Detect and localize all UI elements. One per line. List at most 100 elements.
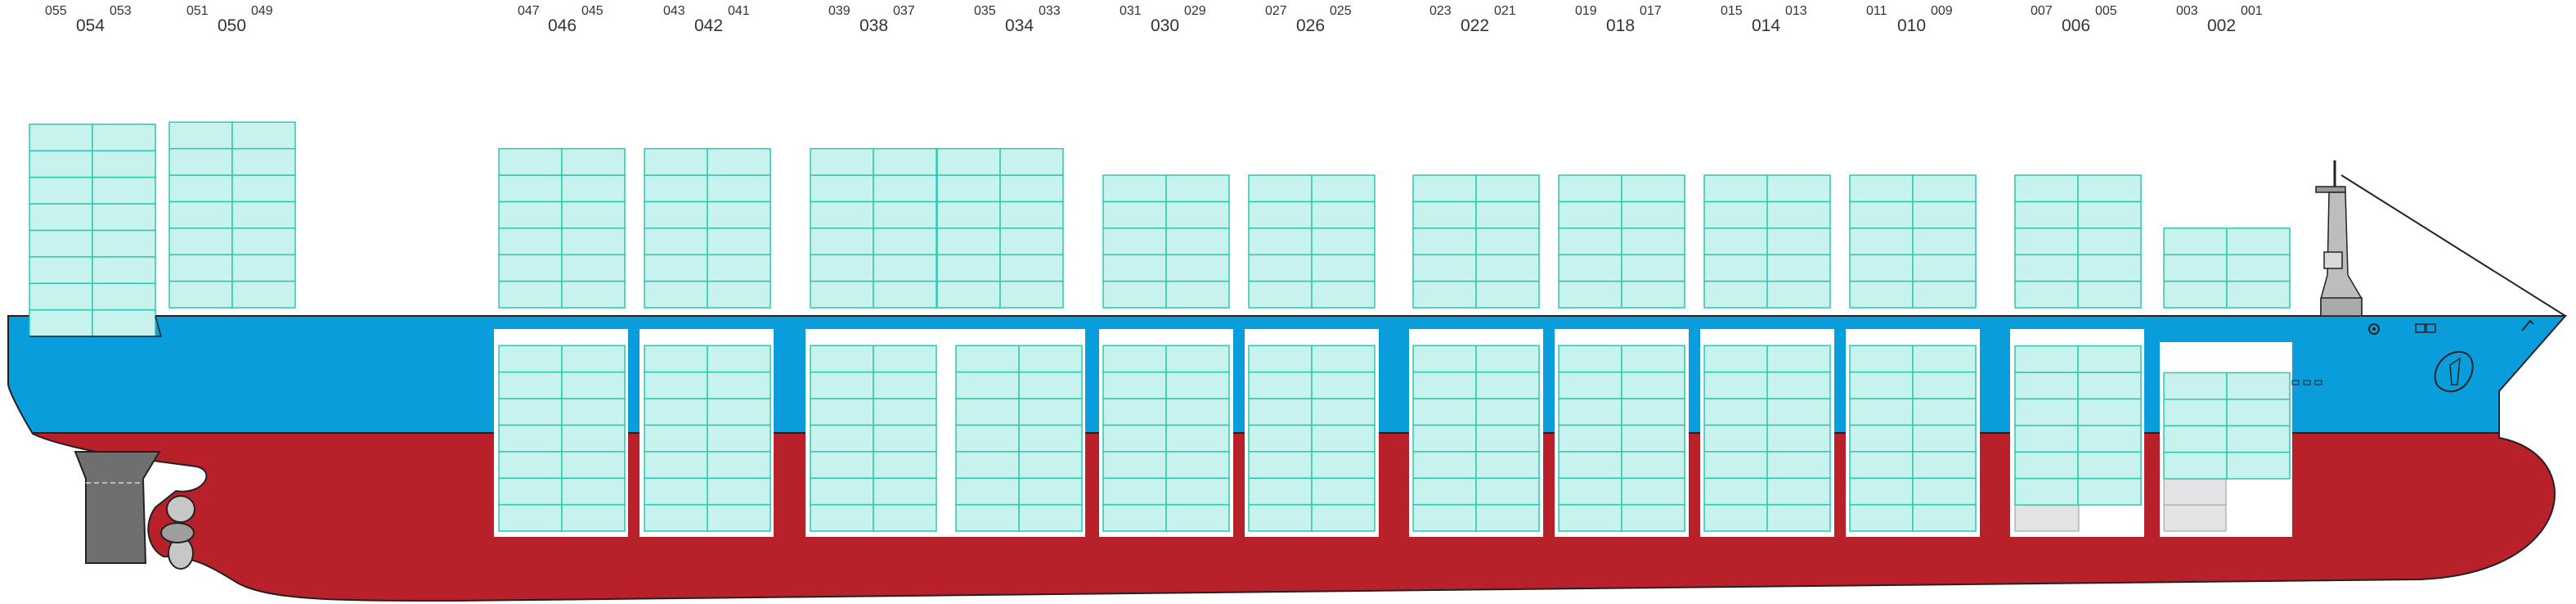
bay-051-label: 051 bbox=[186, 4, 209, 18]
container-deck-054-tier-8-fore bbox=[92, 124, 156, 151]
container-hold-026-tier-5-aft bbox=[1248, 398, 1313, 426]
container-deck-042-tier-6-fore bbox=[707, 147, 771, 176]
container-deck-034-tier-2-aft bbox=[936, 254, 1001, 282]
container-hold-038-tier-6-aft bbox=[810, 371, 874, 399]
container-hold-006-tier-3-fore bbox=[2077, 425, 2142, 453]
container-deck-054-tier-3-aft bbox=[29, 256, 93, 284]
container-deck-034-tier-1-aft bbox=[936, 280, 1001, 309]
bay-013-label: 013 bbox=[1785, 4, 1807, 18]
container-deck-010-tier-1-aft bbox=[1849, 280, 1914, 309]
rudder bbox=[74, 451, 161, 564]
container-hold-006-tier-5-aft bbox=[2014, 372, 2079, 400]
container-deck-054-tier-8-aft bbox=[29, 124, 93, 151]
container-deck-018-tier-3-aft bbox=[1558, 228, 1622, 255]
forestay-line bbox=[2340, 174, 2566, 317]
container-hold-030-tier-3-aft bbox=[1102, 451, 1167, 479]
mast-crossbar bbox=[2315, 186, 2346, 193]
container-deck-002-tier-1-aft bbox=[2163, 280, 2228, 309]
container-hold-034-tier-2-aft bbox=[955, 477, 1020, 506]
container-hold-034-tier-1-fore bbox=[1018, 503, 1083, 532]
container-hold-018-tier-6-fore bbox=[1621, 371, 1685, 399]
container-hold-022-tier-4-fore bbox=[1475, 424, 1540, 453]
container-hold-002-tier-1-aft bbox=[2163, 451, 2228, 480]
container-deck-042-tier-6-aft bbox=[644, 147, 708, 176]
container-deck-018-tier-5-aft bbox=[1558, 174, 1622, 203]
container-hold-014-tier-1-aft bbox=[1703, 503, 1768, 532]
propeller-blade-top bbox=[166, 495, 195, 523]
container-deck-054-tier-1-fore bbox=[92, 309, 156, 337]
container-hold-034-tier-6-fore bbox=[1018, 371, 1083, 399]
container-hold-046-tier-6-aft bbox=[498, 371, 563, 399]
container-hold-018-tier-2-fore bbox=[1621, 477, 1685, 506]
container-deck-014-tier-2-fore bbox=[1766, 254, 1831, 282]
container-deck-042-tier-5-aft bbox=[644, 174, 708, 203]
container-deck-026-tier-2-fore bbox=[1311, 254, 1376, 282]
container-deck-034-tier-6-aft bbox=[936, 147, 1001, 176]
container-deck-054-tier-5-aft bbox=[29, 203, 93, 232]
container-hold-038-tier-4-aft bbox=[810, 424, 874, 453]
container-hold-018-tier-3-fore bbox=[1621, 451, 1685, 479]
container-deck-022-tier-2-fore bbox=[1475, 254, 1540, 282]
container-deck-022-tier-5-fore bbox=[1475, 174, 1540, 203]
container-hold-046-tier-4-aft bbox=[498, 424, 563, 453]
container-deck-022-tier-5-aft bbox=[1412, 174, 1477, 203]
container-hold-010-tier-7-aft bbox=[1849, 345, 1914, 373]
container-hold-034-tier-5-aft bbox=[955, 398, 1020, 426]
container-deck-046-tier-4-fore bbox=[561, 201, 626, 229]
container-deck-006-tier-1-fore bbox=[2077, 280, 2142, 309]
container-deck-018-tier-5-fore bbox=[1621, 174, 1685, 203]
container-hold-038-tier-6-fore bbox=[873, 371, 937, 399]
container-hold-010-tier-2-fore bbox=[1912, 477, 1977, 506]
container-hold-002-tier-4-fore bbox=[2226, 372, 2291, 400]
bow-flag-icon bbox=[2521, 319, 2534, 331]
container-hold-006-tier-1-aft bbox=[2014, 477, 2079, 506]
container-deck-050-tier-5-aft bbox=[168, 174, 233, 203]
container-deck-042-tier-1-fore bbox=[707, 280, 771, 309]
container-deck-054-tier-6-aft bbox=[29, 176, 93, 205]
container-deck-046-tier-5-aft bbox=[498, 174, 563, 203]
container-deck-034-tier-1-fore bbox=[999, 280, 1064, 309]
bay-003-label: 003 bbox=[2176, 4, 2198, 18]
bay-018-label: 018 bbox=[1606, 16, 1635, 35]
container-deck-010-tier-1-fore bbox=[1912, 280, 1977, 309]
container-deck-054-tier-3-fore bbox=[92, 256, 156, 284]
bay-035-label: 035 bbox=[974, 4, 996, 18]
container-hold-002-tier-2-fore bbox=[2226, 425, 2291, 453]
bay-050-label: 050 bbox=[218, 16, 246, 35]
container-hold-038-tier-2-fore bbox=[873, 477, 937, 506]
forward-mast bbox=[2315, 160, 2363, 317]
container-deck-002-tier-2-aft bbox=[2163, 254, 2228, 282]
bay-010-label: 010 bbox=[1897, 16, 1926, 35]
container-deck-054-tier-5-fore bbox=[92, 203, 156, 232]
bay-014-label: 014 bbox=[1752, 16, 1780, 35]
container-deck-018-tier-4-fore bbox=[1621, 201, 1685, 229]
bay-033-label: 033 bbox=[1039, 4, 1061, 18]
bay-001-label: 001 bbox=[2241, 4, 2263, 18]
bay-015-label: 015 bbox=[1721, 4, 1743, 18]
container-stacks bbox=[29, 121, 2291, 532]
container-deck-022-tier-4-aft bbox=[1412, 201, 1477, 229]
container-deck-014-tier-3-fore bbox=[1766, 228, 1831, 255]
container-deck-034-tier-2-fore bbox=[999, 254, 1064, 282]
container-deck-046-tier-2-fore bbox=[561, 254, 626, 282]
container-deck-042-tier-4-fore bbox=[707, 201, 771, 229]
container-deck-046-tier-5-fore bbox=[561, 174, 626, 203]
bay-025-label: 025 bbox=[1330, 4, 1352, 18]
container-deck-038-tier-1-fore bbox=[873, 280, 937, 309]
container-hold-014-tier-6-fore bbox=[1766, 371, 1831, 399]
container-deck-022-tier-3-fore bbox=[1475, 228, 1540, 255]
container-hold-006-tier-6-fore bbox=[2077, 345, 2142, 373]
container-deck-022-tier-3-aft bbox=[1412, 228, 1477, 255]
container-hold-010-tier-4-aft bbox=[1849, 424, 1914, 453]
container-deck-022-tier-4-fore bbox=[1475, 201, 1540, 229]
container-hold-014-tier-2-aft bbox=[1703, 477, 1768, 506]
container-hold-034-tier-7-fore bbox=[1018, 345, 1083, 373]
bay-027-label: 027 bbox=[1265, 4, 1287, 18]
container-hold-018-tier-5-aft bbox=[1558, 398, 1622, 426]
container-deck-010-tier-2-aft bbox=[1849, 254, 1914, 282]
container-hold-014-tier-6-aft bbox=[1703, 371, 1768, 399]
container-deck-034-tier-4-fore bbox=[999, 201, 1064, 229]
bay-042-label: 042 bbox=[694, 16, 723, 35]
container-hold-006-tier-6-aft bbox=[2014, 345, 2079, 373]
container-hold-038-tier-2-aft bbox=[810, 477, 874, 506]
